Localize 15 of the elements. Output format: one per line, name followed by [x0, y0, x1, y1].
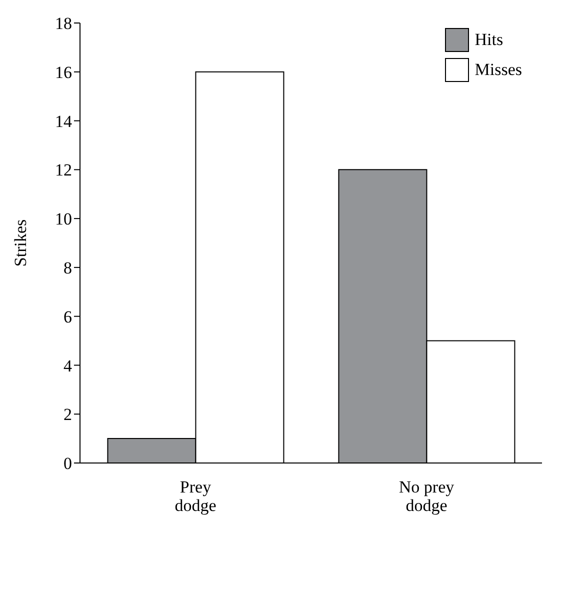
- y-tick-label: 10: [55, 210, 72, 229]
- y-tick-label: 14: [55, 112, 72, 131]
- y-tick-label: 16: [55, 62, 72, 82]
- y-tick-label: 6: [64, 307, 72, 326]
- y-tick-label: 4: [64, 356, 72, 376]
- x-tick-label: Prey dodge: [174, 477, 216, 515]
- x-tick-label: No prey dodge: [398, 477, 455, 515]
- y-tick-label: 2: [64, 405, 72, 424]
- legend-label: Misses: [474, 60, 522, 80]
- y-tick-label: 12: [55, 160, 72, 180]
- y-tick-label: 18: [55, 14, 72, 34]
- y-tick-label: 8: [64, 258, 72, 278]
- legend-label: Hits: [474, 30, 504, 50]
- y-tick-label: 0: [64, 454, 72, 474]
- y-axis-title: Strikes: [11, 219, 30, 267]
